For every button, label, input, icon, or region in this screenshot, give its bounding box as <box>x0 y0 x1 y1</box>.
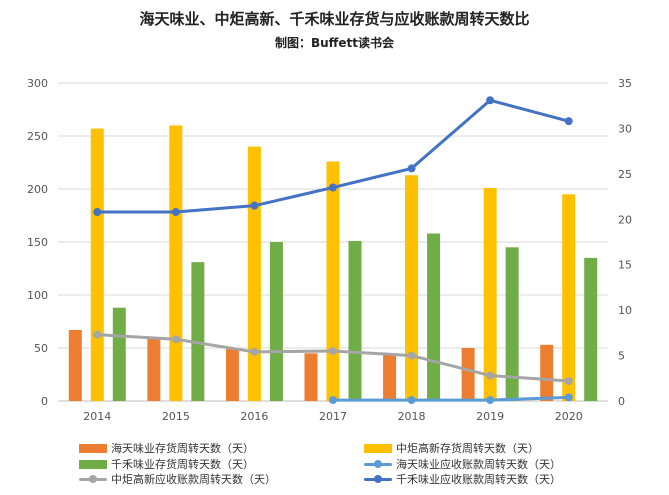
data-point <box>250 201 259 210</box>
x-tick-label: 2017 <box>319 410 347 423</box>
x-axis: 2014 2015 2016 2017 2018 2019 2020 <box>83 410 582 423</box>
legend-item-haitian-inventory: 海天味业存货周转天数（天） <box>79 441 254 455</box>
data-point <box>93 330 102 339</box>
bar <box>405 175 419 401</box>
legend-item-zhongju-inventory: 中炬高新存货周转天数（天） <box>364 441 539 455</box>
legend-swatch <box>364 443 392 453</box>
legend-item-qianhe-receivable: 千禾味业应收账款周转天数（天） <box>364 472 561 486</box>
bar <box>540 344 554 401</box>
bar <box>348 240 362 401</box>
x-tick-label: 2016 <box>240 410 268 423</box>
data-point <box>564 117 573 126</box>
legend-item-haitian-receivable: 海天味业应收账款周转天数（天） <box>364 457 561 471</box>
data-point <box>407 164 416 173</box>
bar <box>505 247 519 401</box>
legend-swatch <box>79 459 107 469</box>
data-point <box>329 347 337 356</box>
bar <box>112 307 126 401</box>
data-point <box>250 347 259 356</box>
bar <box>461 348 475 401</box>
right-tick-label: 10 <box>618 304 632 317</box>
right-axis: 0 5 10 15 20 25 30 35 <box>618 77 632 408</box>
series-line <box>331 395 571 402</box>
bar <box>169 125 183 402</box>
data-point <box>486 371 495 380</box>
left-axis: 0 50 100 150 200 250 300 <box>27 77 48 408</box>
left-tick-label: 250 <box>27 130 48 143</box>
chart-subtitle: 制图：Buffett读书会 <box>274 36 395 50</box>
data-point <box>486 396 495 405</box>
right-tick-label: 0 <box>618 395 625 408</box>
left-tick-label: 150 <box>27 236 48 249</box>
x-tick-label: 2014 <box>83 410 111 423</box>
bar <box>562 194 576 401</box>
data-point <box>171 208 180 217</box>
data-point <box>171 335 180 344</box>
bar <box>90 128 104 401</box>
right-tick-label: 35 <box>618 77 632 90</box>
legend-label: 千禾味业应收账款周转天数（天） <box>396 473 561 486</box>
data-point <box>564 393 573 402</box>
data-point <box>93 208 102 217</box>
bar <box>225 349 239 401</box>
data-point <box>407 396 416 405</box>
x-tick-label: 2018 <box>398 410 426 423</box>
x-tick-label: 2020 <box>555 410 583 423</box>
bar <box>68 329 82 401</box>
left-tick-label: 0 <box>41 395 48 408</box>
bar <box>147 338 161 401</box>
left-tick-label: 200 <box>27 183 48 196</box>
x-tick-label: 2019 <box>476 410 504 423</box>
legend-swatch <box>79 443 107 453</box>
lines <box>93 96 573 405</box>
data-point <box>407 351 416 360</box>
left-tick-label: 100 <box>27 289 48 302</box>
bar <box>427 233 441 401</box>
legend-swatch <box>364 473 392 485</box>
legend-swatch <box>79 473 107 485</box>
bar <box>304 353 318 401</box>
right-tick-label: 20 <box>618 213 632 226</box>
bar <box>383 353 397 401</box>
legend-swatch <box>364 458 392 470</box>
left-tick-label: 50 <box>34 342 48 355</box>
bar <box>326 161 340 401</box>
data-point <box>329 396 337 405</box>
bar <box>584 257 598 401</box>
right-tick-label: 15 <box>618 259 632 272</box>
bar <box>191 262 205 401</box>
right-tick-label: 5 <box>618 350 625 363</box>
data-point <box>486 96 495 105</box>
chart-title: 海天味业、中炬高新、千禾味业存货与应收账款周转天数比 <box>139 10 530 28</box>
legend-label: 海天味业应收账款周转天数（天） <box>396 458 561 471</box>
legend-label: 海天味业存货周转天数（天） <box>111 442 254 455</box>
bar <box>483 187 497 401</box>
x-tick-label: 2015 <box>162 410 190 423</box>
right-tick-label: 25 <box>618 168 632 181</box>
bars <box>68 125 598 402</box>
left-tick-label: 300 <box>27 77 48 90</box>
legend-label: 中炬高新存货周转天数（天） <box>396 442 539 455</box>
legend-item-qianhe-inventory: 千禾味业存货周转天数（天） <box>79 457 254 471</box>
legend-label: 中炬高新应收账款周转天数（天） <box>111 473 276 486</box>
legend-item-zhongju-receivable: 中炬高新应收账款周转天数（天） <box>79 472 276 486</box>
bar <box>269 242 283 401</box>
legend-label: 千禾味业存货周转天数（天） <box>111 458 254 471</box>
right-tick-label: 30 <box>618 122 632 135</box>
bar <box>247 146 261 401</box>
data-point <box>564 377 573 386</box>
data-point <box>329 183 337 192</box>
